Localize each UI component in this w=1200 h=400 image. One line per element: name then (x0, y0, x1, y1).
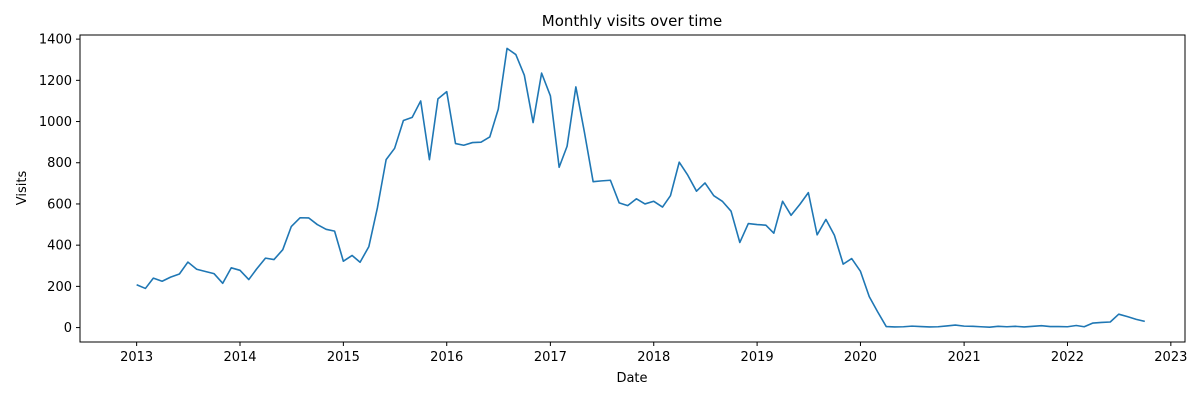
x-tick-label: 2014 (223, 350, 256, 365)
chart-title: Monthly visits over time (542, 12, 722, 30)
x-axis-title: Date (616, 371, 647, 386)
y-axis-ticks: 0 200 400 600 800 1000 1200 1400 (39, 33, 80, 336)
x-tick-label: 2019 (741, 350, 774, 365)
x-tick-label: 2020 (844, 350, 877, 365)
y-tick-label: 200 (47, 280, 72, 295)
x-tick-label: 2015 (327, 350, 360, 365)
x-tick-label: 2018 (637, 350, 670, 365)
series-line-0 (136, 47, 1145, 328)
x-tick-label: 2022 (1051, 350, 1084, 365)
x-axis-ticks: 2013 2014 2015 2016 2017 2018 2019 2020 2021 2022… (120, 342, 1187, 365)
y-tick-label: 400 (47, 239, 72, 254)
x-tick-label: 2017 (534, 350, 567, 365)
x-tick-label: 2023 (1154, 350, 1187, 365)
y-tick-label: 1400 (39, 33, 72, 48)
y-tick-label: 600 (47, 197, 72, 212)
y-tick-label: 1200 (39, 74, 72, 89)
x-tick-label: 2013 (120, 350, 153, 365)
series-group (136, 47, 1145, 328)
y-tick-label: 1000 (39, 115, 72, 130)
y-tick-label: 0 (64, 321, 72, 336)
y-axis-title: Visits (15, 171, 30, 206)
x-tick-label: 2016 (430, 350, 463, 365)
plot-frame (79, 34, 1186, 343)
x-tick-label: 2021 (948, 350, 981, 365)
y-tick-label: 800 (47, 156, 72, 171)
